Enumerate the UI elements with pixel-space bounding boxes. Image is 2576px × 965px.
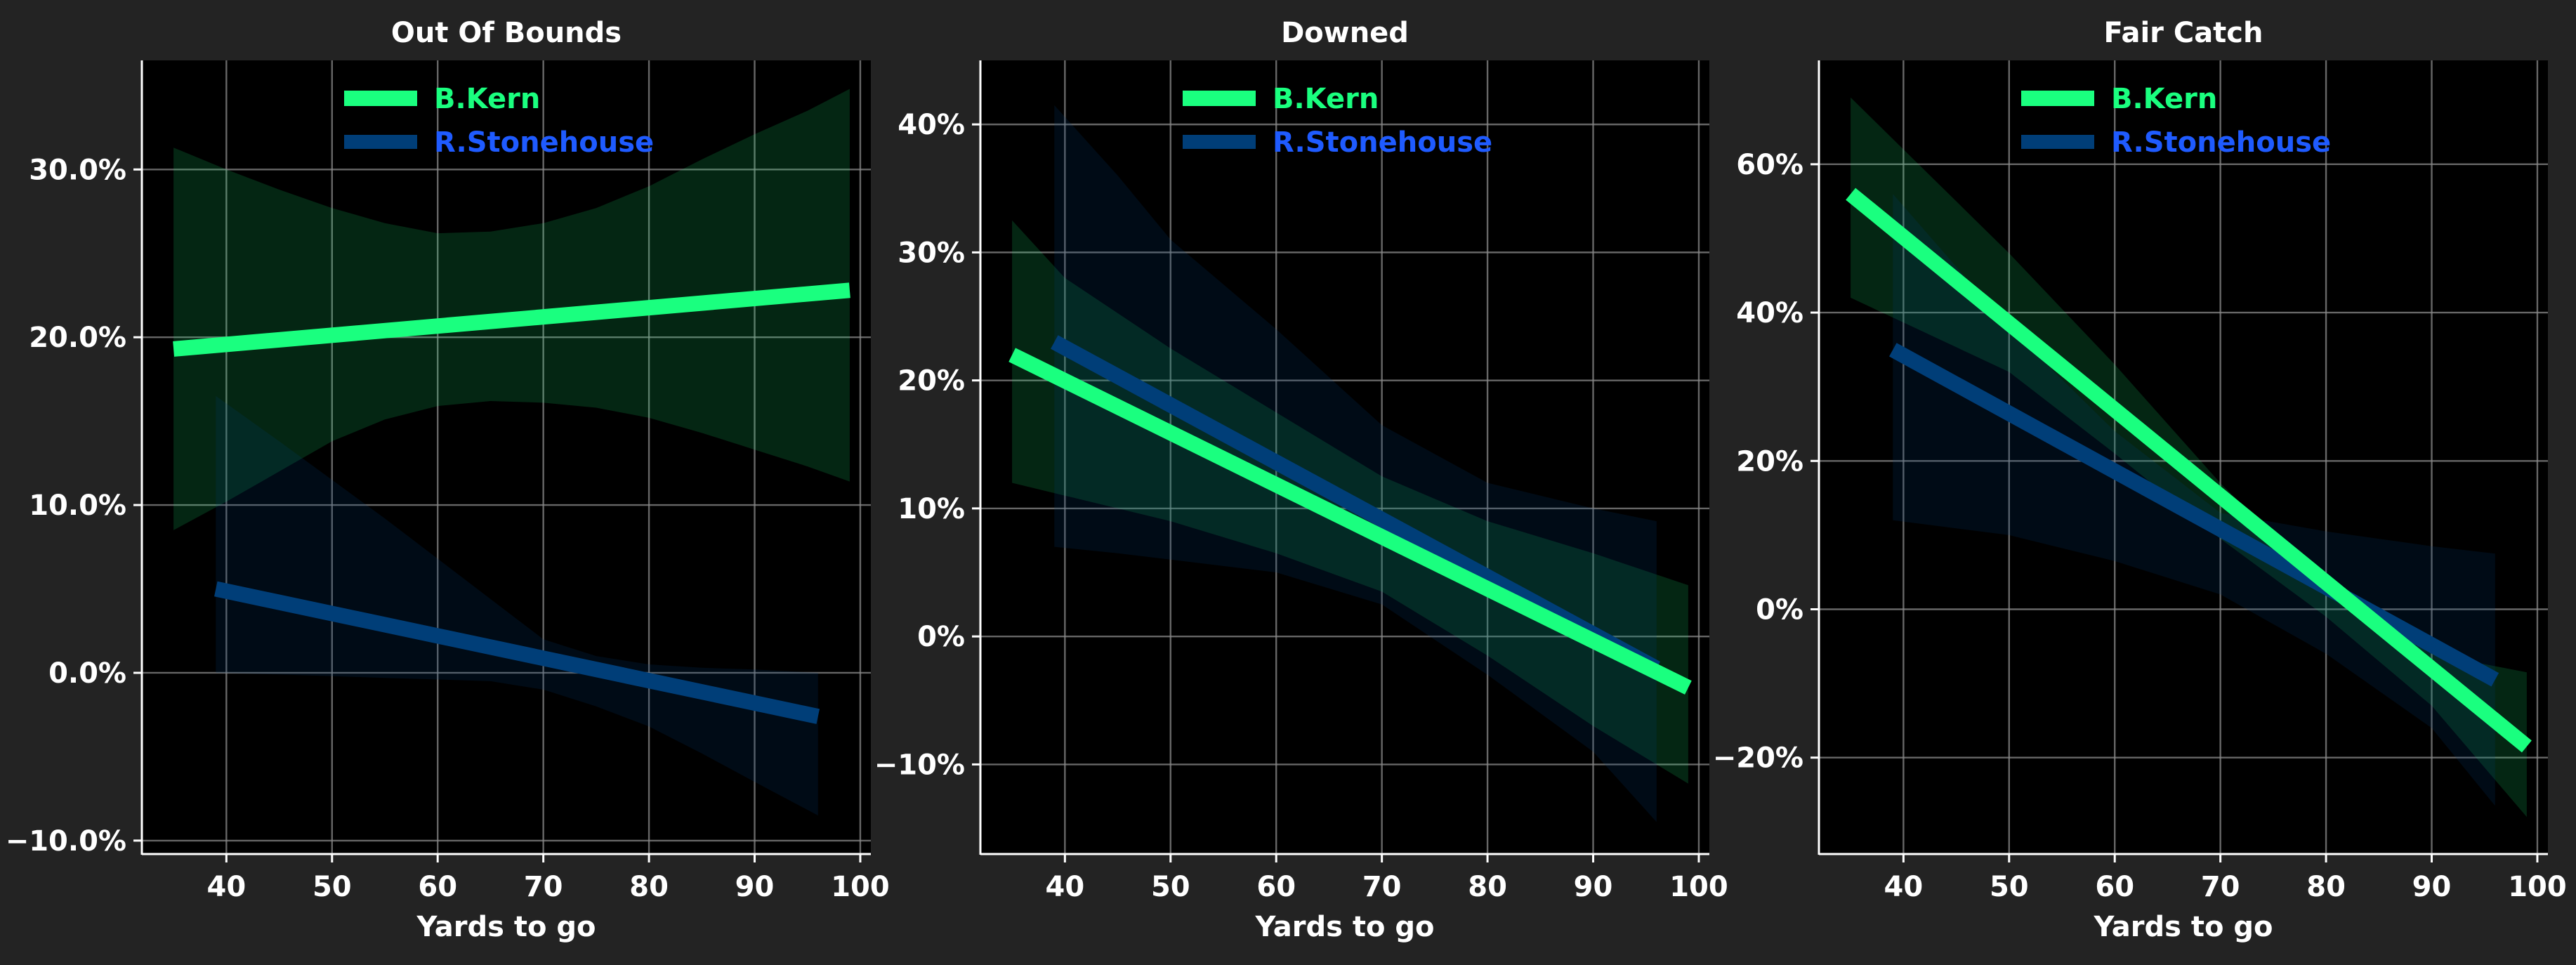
x-tick-label: 50 xyxy=(1151,871,1190,903)
x-tick-label: 60 xyxy=(418,871,457,903)
series-line-r-stonehouse xyxy=(214,581,820,724)
x-tick-label: 80 xyxy=(2306,871,2346,903)
x-tick-label: 80 xyxy=(1468,871,1507,903)
x-tick-label: 100 xyxy=(2508,871,2567,903)
y-tick-label: 20% xyxy=(1736,445,1803,478)
plot-area xyxy=(980,60,1709,854)
x-tick-label: 80 xyxy=(629,871,669,903)
y-tick-label: −10% xyxy=(874,749,965,781)
y-tick-label: 0% xyxy=(1756,593,1803,626)
legend-label-r-stonehouse: R.Stonehouse xyxy=(434,126,654,159)
y-tick-label: −10.0% xyxy=(6,825,126,858)
series-line-b-kern xyxy=(1008,348,1692,695)
x-tick-label: 40 xyxy=(207,871,247,903)
y-tick-label: 60% xyxy=(1736,149,1803,181)
x-tick-label: 60 xyxy=(2095,871,2134,903)
x-tick-label: 100 xyxy=(1669,871,1728,903)
panel-out-of-bounds: 40 50 60 70 80 90 100 −10.0% 0.0% 10.0% 20.0% 30.0%… xyxy=(6,17,890,943)
plot-area xyxy=(142,60,871,854)
x-tick-label: 70 xyxy=(1362,871,1402,903)
confidence-band-r-stonehouse xyxy=(1054,105,1657,822)
confidence-band-r-stonehouse xyxy=(216,395,818,816)
x-tick-label: 90 xyxy=(2412,871,2452,903)
x-axis-label: Yards to go xyxy=(1254,911,1434,943)
x-axis-label: Yards to go xyxy=(2093,911,2273,943)
panel-title: Out Of Bounds xyxy=(391,17,622,49)
y-tick-label: 30% xyxy=(898,237,965,269)
confidence-band-b-kern xyxy=(1851,97,2527,818)
y-tick-label: 20% xyxy=(898,365,965,398)
panel-title: Downed xyxy=(1281,17,1409,49)
y-tick-label: 40% xyxy=(1736,297,1803,329)
x-tick-label: 90 xyxy=(1574,871,1613,903)
x-tick-label: 50 xyxy=(313,871,352,903)
x-tick-label: 40 xyxy=(1046,871,1085,903)
y-tick-label: 30.0% xyxy=(29,154,126,186)
y-tick-label: 40% xyxy=(898,109,965,141)
series-line-r-stonehouse xyxy=(1889,343,2499,687)
y-tick-label: 20.0% xyxy=(29,322,126,354)
y-tick-label: 0.0% xyxy=(48,657,126,690)
x-tick-label: 100 xyxy=(831,871,890,903)
x-axis-label: Yards to go xyxy=(416,911,596,943)
panel-downed: 40 50 60 70 80 90 100 −10% 0% 10% 20% 30% 40% Downed Y… xyxy=(874,17,1728,943)
y-tick-label: −20% xyxy=(1713,742,1803,775)
panel-title: Fair Catch xyxy=(2104,17,2263,49)
confidence-band-b-kern xyxy=(173,88,850,530)
legend-label-r-stonehouse: R.Stonehouse xyxy=(2111,126,2331,159)
y-tick-label: 10% xyxy=(898,493,965,525)
x-tick-label: 50 xyxy=(1990,871,2029,903)
y-tick-label: 10.0% xyxy=(29,490,126,522)
legend-label-b-kern: B.Kern xyxy=(434,83,540,115)
legend-label-b-kern: B.Kern xyxy=(1273,83,1379,115)
series-line-b-kern xyxy=(173,282,850,357)
x-tick-label: 60 xyxy=(1256,871,1296,903)
x-tick-label: 90 xyxy=(735,871,775,903)
legend-label-r-stonehouse: R.Stonehouse xyxy=(1273,126,1492,159)
panel-fair-catch: 40 50 60 70 80 90 100 −20% 0% 20% 40% 60% Fair Catch… xyxy=(1713,17,2567,943)
confidence-band-r-stonehouse xyxy=(1893,194,2495,806)
x-tick-label: 40 xyxy=(1884,871,1924,903)
x-tick-label: 70 xyxy=(524,871,563,903)
series-line-b-kern xyxy=(1846,188,2532,753)
legend-label-b-kern: B.Kern xyxy=(2111,83,2217,115)
y-tick-label: 0% xyxy=(917,621,965,653)
x-tick-label: 70 xyxy=(2201,871,2240,903)
